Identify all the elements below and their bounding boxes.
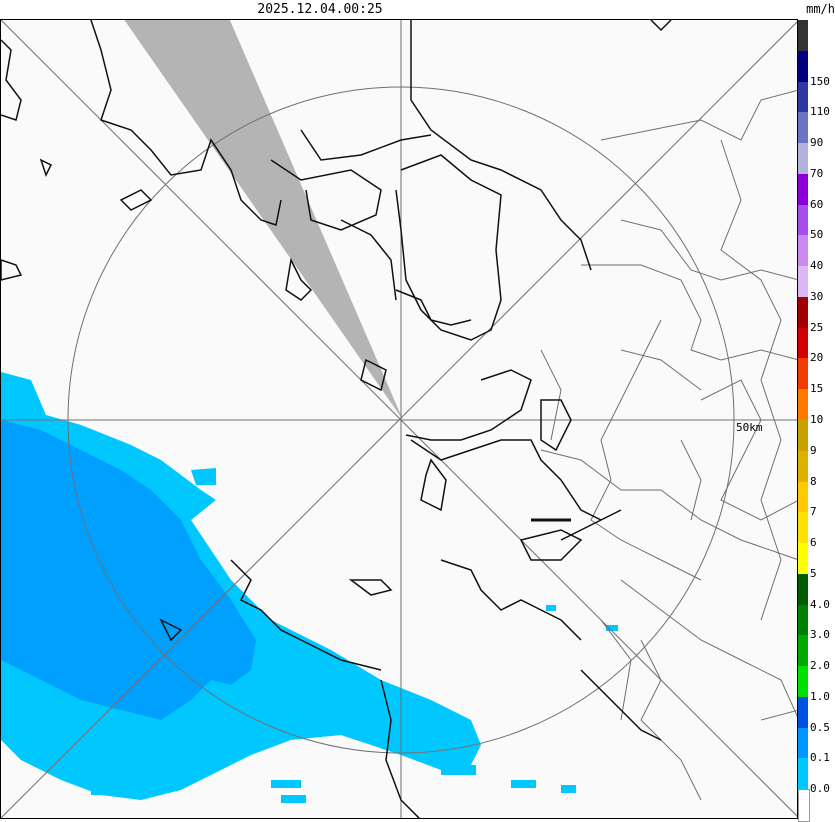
legend-label: 5: [810, 566, 817, 580]
radar-map[interactable]: 50km: [0, 19, 798, 819]
legend-swatch: [798, 204, 808, 236]
legend-label: 1.0: [810, 689, 830, 703]
legend-label: 3.0: [810, 628, 830, 642]
precipitation-legend: 150 110 90 70 60 50 40 30 25 20 15 10 9 8 7 6 5 4.0 3.0 2.0…: [798, 20, 835, 822]
timestamp-label: 2025.12.04.00:25: [257, 2, 383, 17]
legend-label: 70: [810, 166, 824, 180]
legend-swatch: [798, 512, 808, 544]
legend-label: 0.1: [810, 751, 830, 765]
legend-swatch: [798, 789, 810, 822]
legend-label: 40: [810, 259, 824, 273]
legend-label: 90: [810, 136, 824, 150]
legend-swatch: [798, 358, 808, 390]
rain-echo-layer: [1, 372, 618, 803]
legend-label: 15: [810, 382, 824, 396]
legend-swatch: [798, 604, 808, 636]
legend-label: 4.0: [810, 597, 830, 611]
legend-label: 9: [810, 443, 817, 457]
legend-swatch: [798, 50, 808, 82]
legend-swatch: [798, 727, 808, 759]
legend-label: 2.0: [810, 659, 830, 673]
legend-label: 110: [810, 105, 830, 119]
legend-swatch: [798, 327, 808, 359]
coastlines: [1, 20, 672, 818]
legend-swatch: [798, 573, 808, 605]
legend-swatch: [798, 81, 808, 113]
legend-swatch: [798, 20, 808, 51]
legend-label: 150: [810, 74, 830, 88]
legend-label: 10: [810, 413, 824, 426]
beam-blockage-wedge: [124, 20, 403, 420]
legend-swatch: [798, 143, 808, 174]
legend-label: 30: [810, 289, 824, 303]
legend-label: 20: [810, 351, 824, 365]
legend-swatch: [798, 235, 808, 267]
legend-swatch: [798, 266, 808, 297]
legend-swatch: [798, 420, 808, 451]
legend-swatch: [798, 635, 808, 667]
legend-swatch: [798, 450, 808, 482]
legend-swatch: [798, 173, 808, 205]
range-ring-label: 50km: [736, 421, 763, 434]
range-grid: [1, 20, 797, 818]
legend-label: 25: [810, 320, 824, 334]
legend-swatch: [798, 112, 808, 144]
legend-label: 60: [810, 197, 824, 211]
legend-swatch: [798, 758, 808, 790]
legend-label: 7: [810, 505, 817, 519]
legend-swatch: [798, 296, 808, 328]
legend-label: 8: [810, 474, 817, 488]
admin-boundaries: [540, 90, 797, 801]
legend-label: 0.5: [810, 720, 830, 734]
legend-label: 50: [810, 228, 824, 242]
legend-swatch: [798, 696, 808, 728]
legend-swatch: [798, 543, 808, 574]
legend-label: 6: [810, 536, 817, 550]
legend-swatch: [798, 481, 808, 513]
unit-label: mm/h: [806, 2, 835, 16]
legend-label: 0.0: [810, 782, 830, 796]
legend-swatch: [798, 389, 808, 420]
legend-swatch: [798, 666, 808, 697]
